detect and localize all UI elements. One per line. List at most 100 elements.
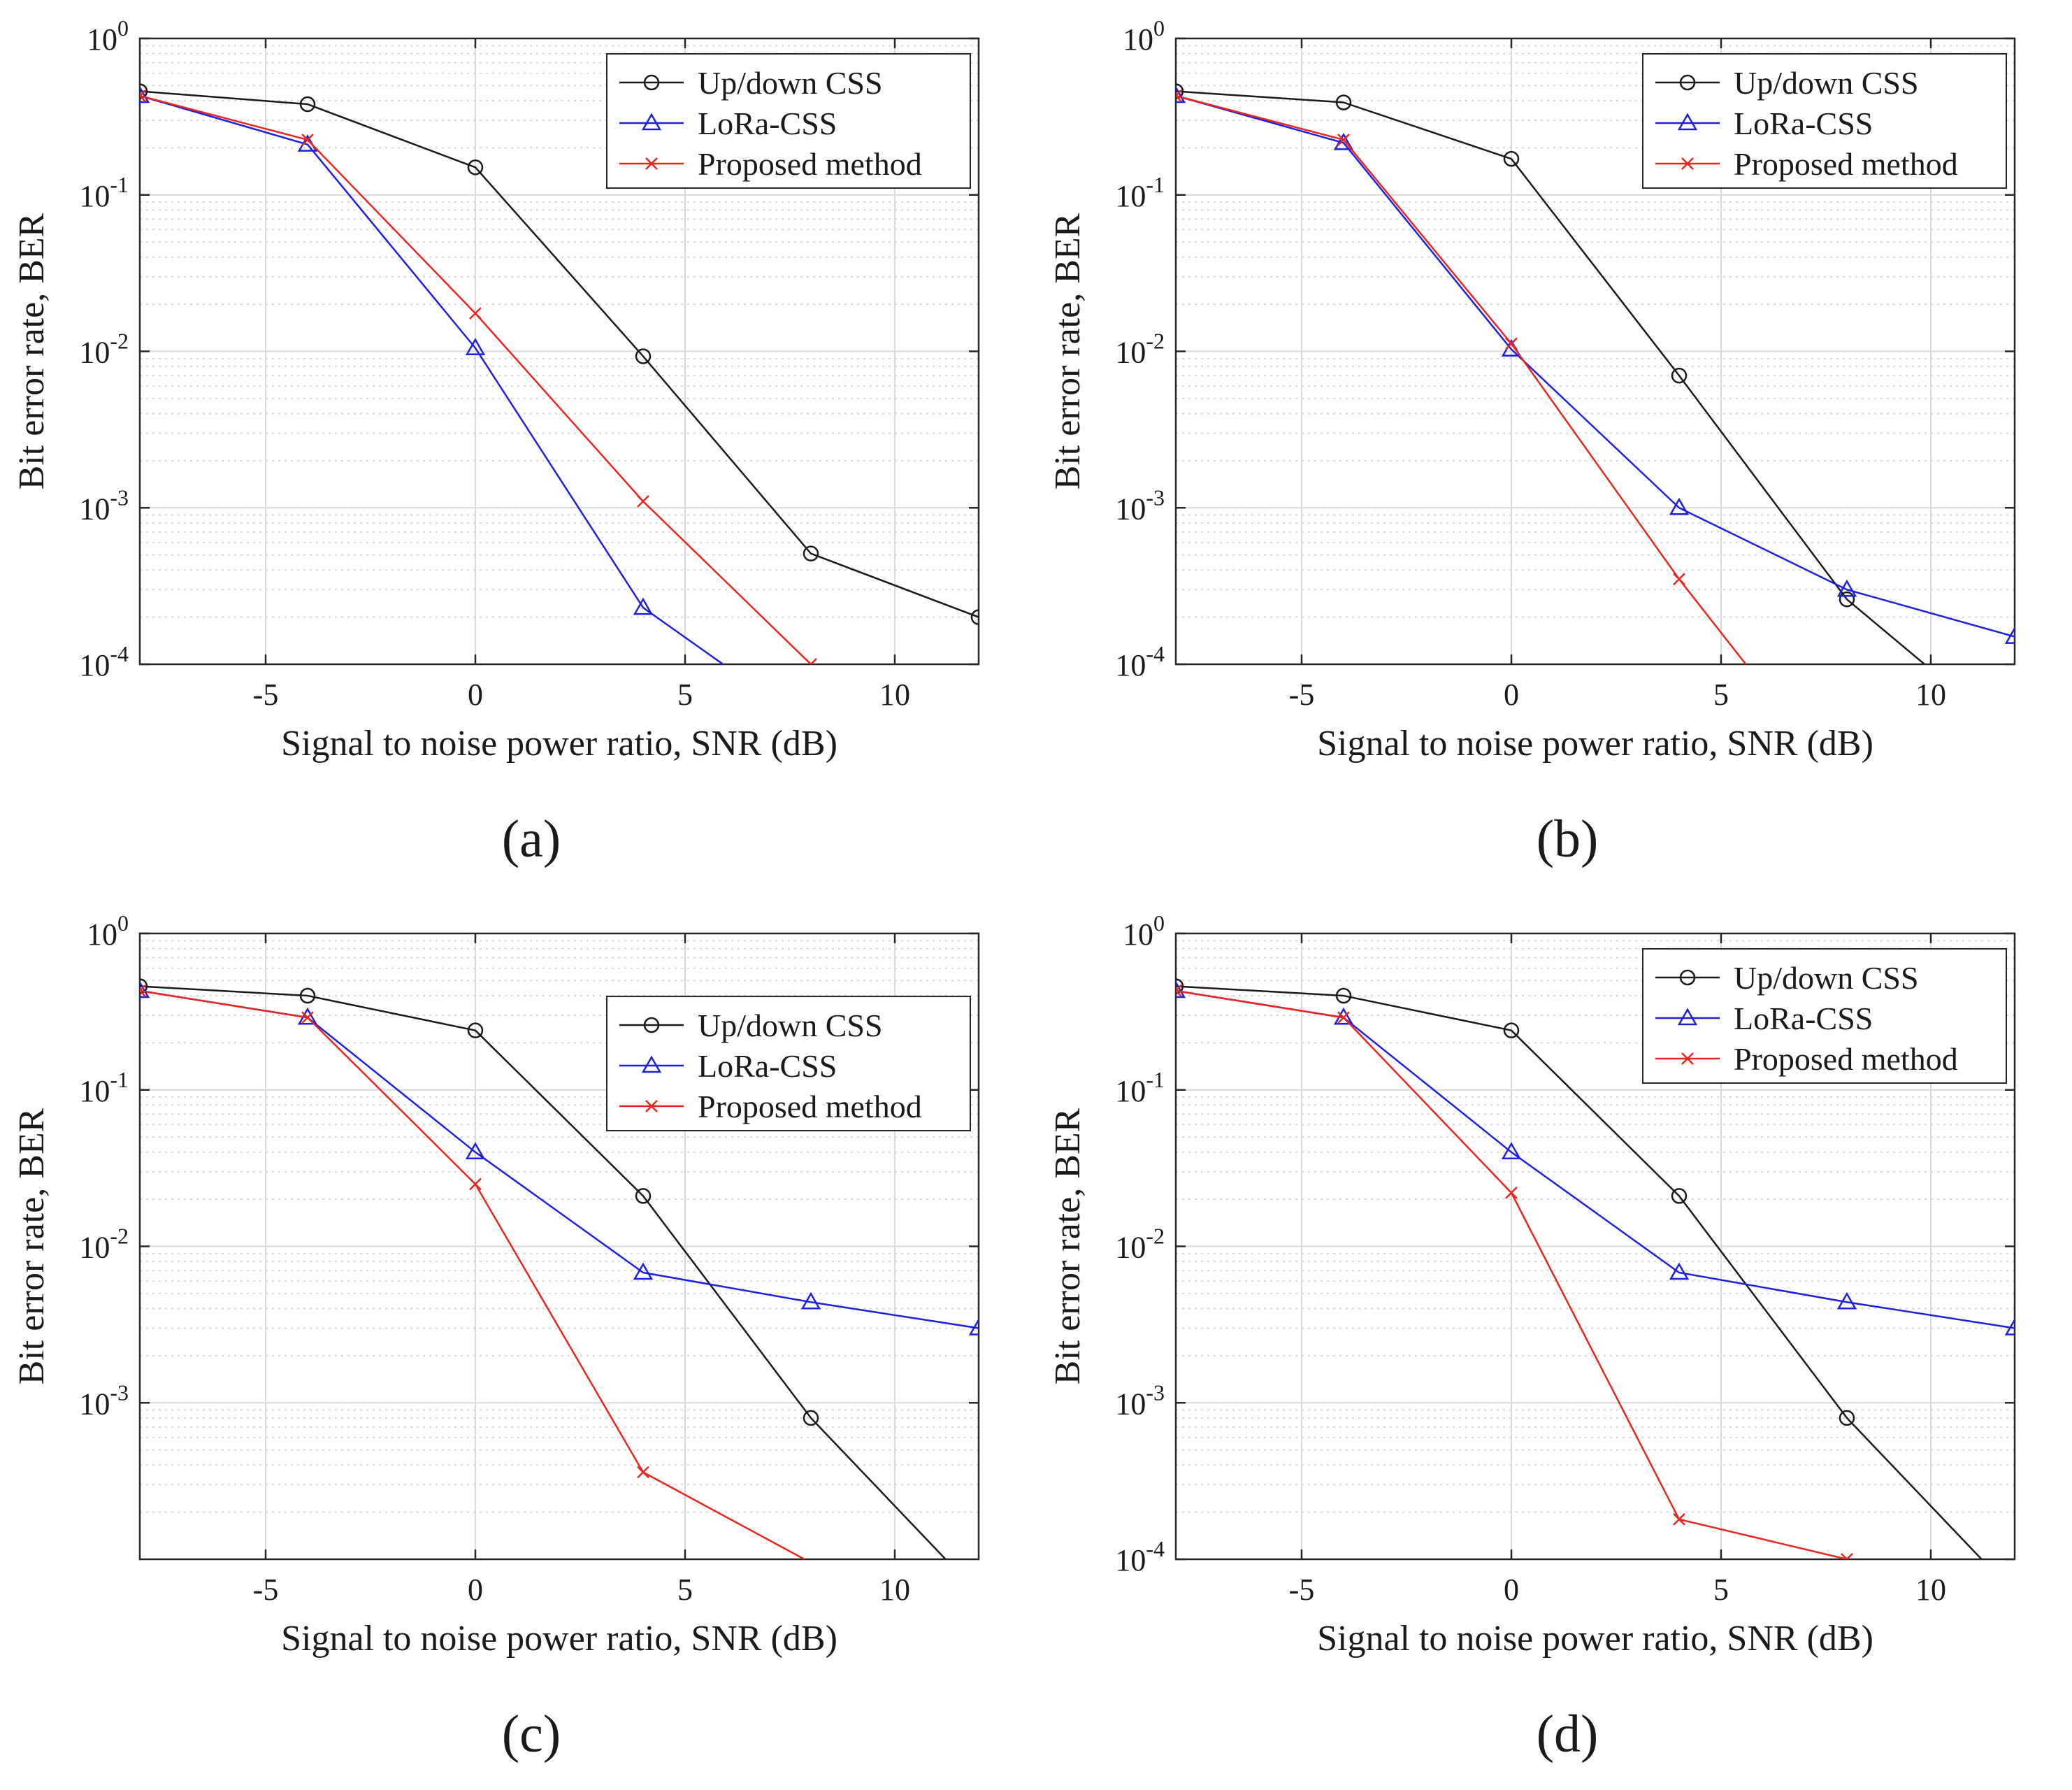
data-point: [1337, 134, 1350, 146]
x-tick-label: 0: [1504, 678, 1519, 712]
x-tick-label: 0: [468, 678, 483, 712]
data-point: [1673, 1512, 1685, 1526]
data-point: [140, 83, 148, 99]
x-axis-label: Signal to noise power ratio, SNR (dB): [1317, 1619, 1873, 1659]
data-point: [1677, 1008, 1698, 1026]
series-line: [1176, 94, 2015, 638]
series-0: [140, 83, 979, 625]
legend-label: Up/down CSS: [1734, 65, 1919, 101]
legend-item: LoRa-CSS: [619, 1048, 837, 1084]
data-point: [2004, 1317, 2015, 1336]
legend-item: Up/down CSS: [1655, 65, 1919, 101]
x-tick-label: 0: [468, 1573, 483, 1607]
data-point: [1176, 85, 1186, 103]
y-tick-label: 10-2: [1115, 329, 1165, 370]
data-point: [633, 1262, 654, 1280]
y-tick-label: 10-1: [1115, 1067, 1165, 1108]
x-tick-label: -5: [1289, 678, 1315, 712]
y-tick-label: 10-2: [1115, 1224, 1165, 1265]
data-point: [465, 338, 486, 356]
legend-box: [606, 996, 971, 1131]
data-point: [467, 1022, 484, 1038]
legend-box: [1642, 948, 2007, 1084]
legend-item: LoRa-CSS: [1655, 106, 1873, 141]
chart-panel-d: -5 0 5 10 100 10-1 10-2 10-3 10-4 Signal to noise…: [1048, 910, 2016, 1763]
legend: Up/down CSS LoRa-CSS Proposed method: [606, 53, 971, 189]
legend-label: Up/down CSS: [698, 1008, 883, 1043]
x-tick-label: -5: [1289, 1573, 1315, 1607]
data-point: [1333, 132, 1354, 150]
data-point: [800, 1291, 821, 1310]
data-point: [970, 609, 979, 625]
data-point: [1841, 1553, 1853, 1559]
data-point: [1673, 573, 1685, 586]
y-tick-label: 10-1: [1115, 172, 1165, 213]
x-tick-label: 5: [677, 678, 693, 712]
y-axis-label: Bit error rate, BER: [12, 1108, 52, 1384]
data-point: [1836, 1291, 1857, 1310]
data-point: [140, 90, 146, 102]
data-point: [299, 987, 316, 1004]
data-point: [637, 1466, 649, 1479]
data-point: [641, 113, 662, 131]
x-tick-label: 0: [1504, 1573, 1519, 1607]
legend-label: Proposed method: [1734, 1041, 1958, 1077]
legend-label: LoRa-CSS: [698, 1048, 837, 1084]
x-tick-label: 10: [1915, 1573, 1946, 1607]
y-tick-label: 10-1: [79, 172, 129, 213]
data-point: [2004, 626, 2015, 644]
panel-caption: (c): [502, 1705, 561, 1763]
data-point: [1335, 94, 1352, 110]
data-point: [1176, 83, 1184, 99]
series-2: [140, 90, 817, 664]
data-point: [1176, 90, 1182, 102]
data-point: [645, 1100, 658, 1112]
y-tick-label: 10-3: [1115, 1380, 1165, 1421]
data-point: [140, 980, 150, 998]
tick-marks: [1176, 932, 2015, 1561]
series-0: [1176, 83, 1927, 664]
data-point: [467, 159, 484, 176]
series-line: [140, 985, 947, 1559]
y-tick-label: 100: [1123, 15, 1165, 57]
legend-item: Proposed method: [1655, 1041, 1958, 1077]
legend-item: LoRa-CSS: [619, 106, 837, 141]
x-axis-label: Signal to noise power ratio, SNR (dB): [1317, 724, 1873, 764]
data-point: [635, 348, 652, 364]
series-line: [1176, 985, 1983, 1559]
legend-label: LoRa-CSS: [1734, 1001, 1873, 1036]
data-point: [1679, 969, 1696, 986]
legend-label: Proposed method: [698, 146, 922, 182]
series-2: [1176, 90, 1748, 664]
y-tick-label: 10-4: [1115, 641, 1165, 682]
series-2: [140, 984, 807, 1559]
legend-label: Up/down CSS: [698, 65, 883, 101]
x-tick-label: 5: [677, 1573, 693, 1607]
data-point: [1505, 1186, 1518, 1199]
legend-label: LoRa-CSS: [1734, 106, 1873, 141]
chart-panel-a: -5 0 5 10 100 10-1 10-2 10-3 10-4 Signal to noise…: [12, 15, 980, 868]
legend-label: Proposed method: [1734, 146, 1958, 182]
data-point: [633, 597, 654, 615]
data-point: [1501, 1142, 1522, 1160]
data-point: [465, 1142, 486, 1160]
chart-panel-b: -5 0 5 10 100 10-1 10-2 10-3 10-4 Signal to noise…: [1048, 15, 2016, 868]
y-tick-label: 10-4: [79, 641, 129, 682]
data-point: [1839, 1410, 1855, 1426]
legend-label: LoRa-CSS: [698, 106, 837, 141]
data-point: [1503, 150, 1520, 167]
legend: Up/down CSS LoRa-CSS Proposed method: [1642, 53, 2007, 189]
legend-box: [1642, 53, 2007, 189]
x-tick-label: 10: [879, 1573, 910, 1607]
data-point: [968, 1317, 979, 1336]
legend-item: Up/down CSS: [619, 1008, 883, 1043]
data-point: [1681, 1052, 1694, 1065]
legend-item: LoRa-CSS: [1655, 1001, 1873, 1036]
y-tick-label: 100: [87, 15, 129, 57]
data-point: [1671, 367, 1688, 384]
chart-panel-c: -5 0 5 10 100 10-1 10-2 10-3 Signal to noise pow…: [12, 910, 980, 1763]
x-tick-label: 5: [1713, 1573, 1729, 1607]
series-line: [1176, 90, 1927, 664]
data-point: [1681, 157, 1694, 170]
